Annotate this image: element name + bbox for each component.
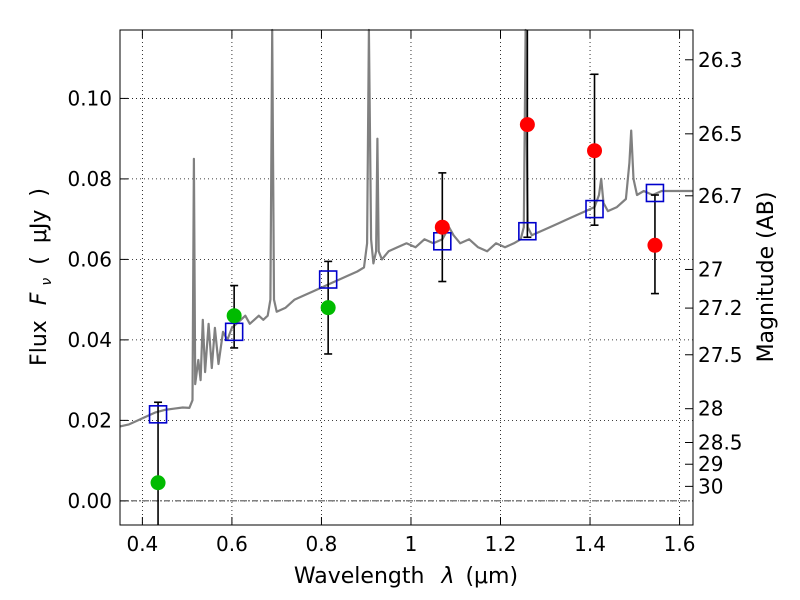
x-tick-label: 0.8 xyxy=(306,532,338,556)
y-tick-label: 0.02 xyxy=(67,408,112,432)
x-tick-label: 0.6 xyxy=(216,532,248,556)
right-axis-label: Magnitude (AB) xyxy=(754,192,779,363)
green-data-point xyxy=(320,300,336,316)
model-point-square xyxy=(148,405,168,424)
magnitude-tick-label: 28.5 xyxy=(698,431,743,455)
x-tick-label: 1 xyxy=(405,532,418,556)
y-axis-label-text: Flux xyxy=(27,320,52,366)
plot-frame xyxy=(119,29,694,526)
red-data-point xyxy=(587,143,603,159)
magnitude-tick-label: 27.2 xyxy=(698,296,743,320)
y-tick-label: 0.00 xyxy=(67,489,112,513)
magnitude-tick-label: 26.3 xyxy=(698,48,743,72)
model-points-layer xyxy=(148,183,665,424)
spectrum-layer xyxy=(119,28,693,428)
x-axis-label-unit: (μm) xyxy=(465,564,518,589)
green-data-point xyxy=(150,475,166,491)
magnitude-tick-label: 27 xyxy=(698,257,723,281)
green-data-point xyxy=(226,308,242,324)
x-tick-label: 0.4 xyxy=(126,532,158,556)
y-tick-label: 0.08 xyxy=(67,167,112,191)
errorbar-layer xyxy=(154,30,659,525)
magnitude-tick-label: 28 xyxy=(698,397,723,421)
y-axis-label: Flux F ν ( μJy ) xyxy=(27,188,57,366)
magnitude-tick-label: 27.5 xyxy=(698,343,743,367)
model-point-square xyxy=(585,199,604,219)
x-tick-label: 1.6 xyxy=(664,532,696,556)
y-tick-label: 0.04 xyxy=(67,328,112,352)
red-data-point xyxy=(647,237,663,253)
x-axis-label: Wavelength λ (μm) xyxy=(294,564,518,589)
x-axis-label-text: Wavelength xyxy=(294,564,425,589)
y-tick-label: 0.06 xyxy=(67,247,112,271)
y-tick-label: 0.10 xyxy=(67,86,112,110)
model-point-square xyxy=(224,322,244,342)
y-axis-ticks: 0.00 0.02 0.04 0.06 0.08 0.10 xyxy=(67,86,128,513)
magnitude-tick-label: 26.7 xyxy=(698,184,743,208)
red-data-point xyxy=(434,219,450,235)
magnitude-tick-label: 26.5 xyxy=(698,122,743,146)
y-axis-label-symbol: F xyxy=(27,292,52,305)
y-axis-label-close-paren: ) xyxy=(27,188,52,197)
spectrum-line xyxy=(119,28,693,428)
model-point-square xyxy=(318,270,338,289)
magnitude-tick-label: 29 xyxy=(698,452,723,476)
y-axis-label-open-paren: ( xyxy=(27,256,52,265)
x-axis-label-symbol: λ xyxy=(440,564,454,589)
x-axis-ticks: 0.4 0.6 0.8 1 1.2 1.4 1.6 xyxy=(126,30,695,556)
x-tick-label: 1.2 xyxy=(485,532,517,556)
model-point-square xyxy=(518,221,537,241)
magnitude-tick-label: 30 xyxy=(698,474,723,498)
model-point-square xyxy=(645,183,665,203)
red-data-point xyxy=(519,117,535,133)
y-axis-label-subscript: ν xyxy=(39,278,55,286)
x-tick-label: 1.4 xyxy=(574,532,606,556)
observed-points-layer xyxy=(150,117,663,491)
grid-lines xyxy=(120,30,693,525)
y-axis-label-unit: μJy xyxy=(27,210,52,244)
